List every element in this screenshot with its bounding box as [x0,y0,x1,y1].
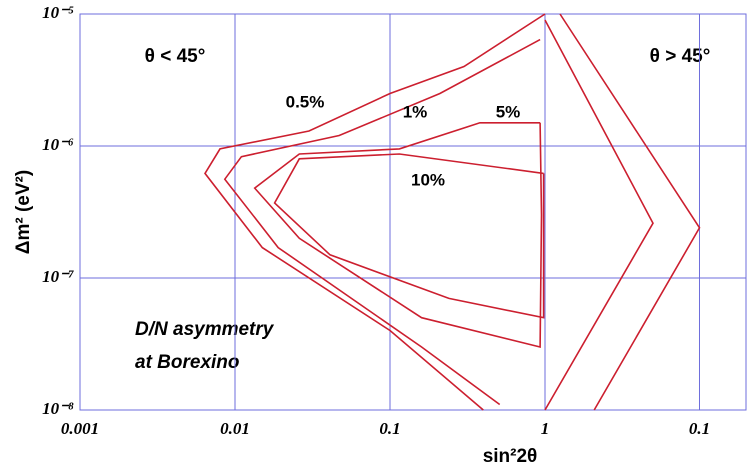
y-tick-label: 10⁻⁷ [42,267,74,286]
contour-line [223,38,541,406]
x-tick-label: 0.1 [689,419,710,438]
x-tick-label: 0.001 [61,419,99,438]
x-tick-label: 1 [541,419,550,438]
x-axis-label: sin²2θ [483,446,538,467]
contour-label: 0.5% [286,92,325,111]
panel-label: θ > 45° [650,46,711,67]
x-tick-label: 0.1 [379,419,400,438]
annotation: D/N asymmetry [135,319,275,340]
y-tick-label: 10⁻⁵ [42,3,74,22]
contour-label: 10% [411,170,445,189]
y-axis-label: Δm² (eV²) [13,170,34,254]
annotation: at Borexino [135,352,240,373]
contour-line [273,153,545,319]
contour-line [253,122,543,349]
contour-label: 5% [496,102,521,121]
contour-line [544,19,654,411]
contour-line [559,13,701,411]
x-tick-label: 0.01 [220,419,250,438]
contour-line [204,13,546,411]
panel-label: θ < 45° [145,46,206,67]
y-tick-label: 10⁻⁶ [42,135,74,154]
contour-label: 1% [403,102,428,121]
y-tick-label: 10⁻⁸ [42,399,74,418]
